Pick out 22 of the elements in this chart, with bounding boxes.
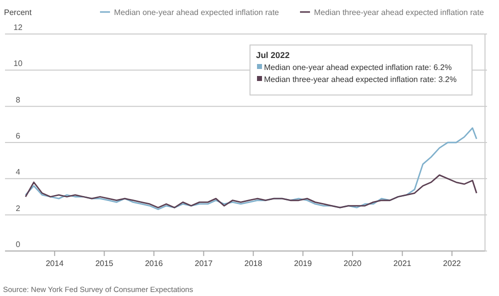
x-tick-label: 2014 [46,259,64,268]
y-tick-label: 4 [16,168,21,177]
annotation: Jul 2022 [256,50,290,60]
annotation: Median one-year ahead expected inflation rate: 6.2% [264,63,452,72]
y-tick-label: 6 [16,132,21,140]
x-tick-label: 2015 [95,259,114,268]
y-tick-label: 12 [14,23,23,32]
x-tick-label: 2019 [294,259,312,268]
y-tick-label: 8 [16,95,21,104]
y-axis-title: Percent [4,8,32,17]
y-tick-label: 10 [14,59,23,68]
x-tick-label: 2017 [194,259,214,268]
x-tick-label: 2016 [144,259,164,268]
y-tick-label: 2 [16,204,21,213]
y-tick-label: 0 [16,240,21,249]
x-tick-label: 2018 [244,259,263,268]
legend-label: Median three-year ahead expected inflation rate [314,8,484,17]
x-tick-label: 2020 [344,259,362,268]
x-tick-label: 2021 [393,259,412,268]
x-tick-label: 2022 [443,259,462,268]
annotation: Median three-year ahead expected inflation rate: 3.2% [264,75,457,84]
legend-label: Median one-year ahead expected inflation rate [114,8,280,17]
